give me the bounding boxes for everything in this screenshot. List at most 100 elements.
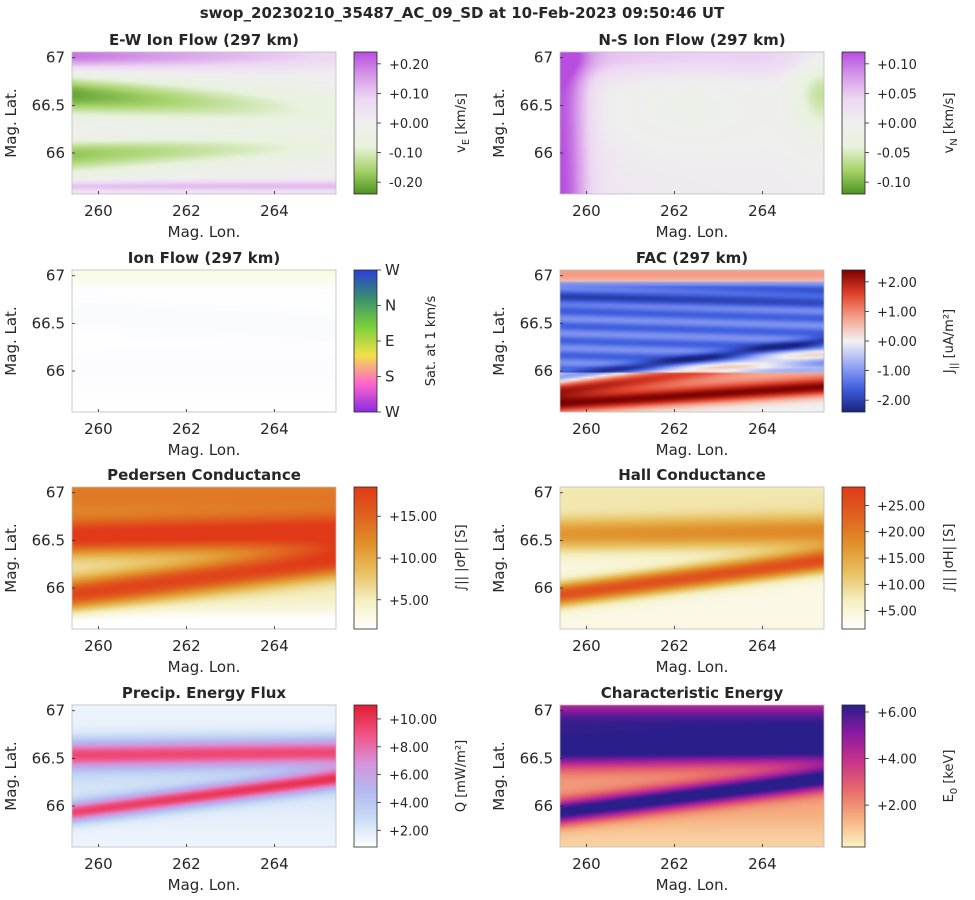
x-tick-label: 260 [84, 637, 113, 655]
x-tick-label: 260 [572, 202, 601, 220]
y-tick-label: 66.5 [32, 531, 65, 549]
colorbar-tick-label: +10.00 [389, 552, 437, 567]
colorbar-label: vN [km/s] [942, 93, 960, 154]
colorbar-tick-label: +0.20 [389, 58, 429, 73]
x-tick-label: 264 [260, 637, 289, 655]
x-axis-label: Mag. Lon. [168, 658, 241, 676]
x-tick-label: 262 [660, 637, 689, 655]
colorbar-tick-label: +15.00 [877, 552, 925, 567]
x-tick-label: 262 [172, 420, 201, 438]
colorbar-tick-label: +6.00 [877, 706, 917, 721]
y-tick-label: 66 [46, 797, 65, 815]
colorbar-tick-label: S [385, 368, 395, 386]
axes-frame [71, 486, 337, 630]
y-axis-label: Mag. Lat. [490, 523, 508, 592]
colorbar-tick-label: +6.00 [389, 769, 429, 784]
heatmap-image [72, 270, 336, 412]
colorbar [353, 269, 378, 413]
colorbar-tick-label: E [385, 332, 394, 350]
colorbar [841, 704, 866, 848]
colorbar [841, 269, 866, 413]
y-tick-label: 66.5 [520, 314, 553, 332]
axes-frame [559, 704, 825, 848]
y-axis-label: Mag. Lat. [2, 306, 20, 375]
colorbar-tick-label: -0.10 [877, 176, 911, 191]
colorbar-tick-label: -0.10 [389, 147, 423, 162]
colorbar [353, 51, 378, 195]
colorbar [841, 51, 866, 195]
figure-title: swop_20230210_35487_AC_09_SD at 10-Feb-2… [200, 4, 725, 22]
axes-frame [71, 269, 337, 413]
x-tick-label: 262 [172, 637, 201, 655]
heatmap-image [560, 52, 824, 194]
y-tick-label: 67 [534, 49, 553, 67]
y-tick-label: 66 [46, 579, 65, 597]
colorbar-tick-label: -0.05 [877, 147, 911, 162]
y-axis-label: Mag. Lat. [2, 88, 20, 157]
x-tick-label: 260 [84, 202, 113, 220]
panel-title: N-S Ion Flow (297 km) [598, 31, 785, 49]
colorbar-label: Q [mW/m²] [454, 740, 469, 812]
x-tick-label: 262 [172, 855, 201, 873]
colorbar [353, 704, 378, 848]
colorbar-tick-label: +0.10 [389, 87, 429, 102]
panel-3: Ion Flow (297 km) 260 262 264 67 66.5 66 Mag. L… [2, 249, 439, 459]
x-tick-label: 260 [84, 420, 113, 438]
panel-title: Ion Flow (297 km) [128, 249, 280, 267]
heatmap-image [560, 487, 824, 629]
panel-title: FAC (297 km) [636, 249, 748, 267]
colorbar-tick-label: +0.00 [389, 117, 429, 132]
x-tick-label: 264 [748, 420, 777, 438]
y-tick-label: 66.5 [520, 531, 553, 549]
colorbar-label: ∫|| |σP| [S] [454, 524, 469, 591]
colorbar-tick-label: +1.00 [877, 305, 917, 320]
panel-1: E-W Ion Flow (297 km) 260 262 264 67 66.5 66 Ma… [2, 31, 472, 241]
panel-title: Characteristic Energy [601, 684, 784, 702]
colorbar-tick-label: +5.00 [389, 594, 429, 609]
y-axis-label: Mag. Lat. [2, 741, 20, 810]
x-tick-label: 260 [572, 637, 601, 655]
colorbar-tick-label: +4.00 [389, 796, 429, 811]
colorbar-tick-label: +20.00 [877, 526, 925, 541]
axes-frame [559, 269, 825, 413]
heatmap-image [72, 705, 336, 847]
y-tick-label: 66 [534, 362, 553, 380]
colorbar [841, 486, 866, 630]
colorbar-tick-label: N [385, 297, 396, 315]
y-tick-label: 66.5 [520, 749, 553, 767]
x-axis-label: Mag. Lon. [168, 441, 241, 459]
x-axis-label: Mag. Lon. [656, 658, 729, 676]
heatmap-image [72, 487, 336, 629]
y-tick-label: 67 [46, 267, 65, 285]
heatmap-image [560, 270, 824, 412]
heatmap-image [72, 52, 336, 194]
panel-title: Pedersen Conductance [107, 466, 301, 484]
x-axis-label: Mag. Lon. [656, 441, 729, 459]
y-tick-label: 66 [534, 579, 553, 597]
panel-8: Characteristic Energy 260 262 264 67 66.5 66 Ma… [490, 684, 960, 894]
heatmap-image [560, 705, 824, 847]
y-tick-label: 67 [534, 484, 553, 502]
x-tick-label: 264 [260, 202, 289, 220]
y-tick-label: 67 [46, 484, 65, 502]
x-axis-label: Mag. Lon. [656, 223, 729, 241]
x-tick-label: 264 [260, 855, 289, 873]
colorbar-tick-label: +0.00 [877, 117, 917, 132]
x-tick-label: 264 [748, 855, 777, 873]
y-tick-label: 66 [534, 797, 553, 815]
x-axis-label: Mag. Lon. [656, 876, 729, 894]
colorbar-tick-label: W [385, 403, 400, 421]
colorbar-tick-label: -1.00 [877, 365, 911, 380]
colorbar-label: ∫|| |σH| [S] [942, 524, 957, 593]
colorbar-tick-label: +10.00 [877, 578, 925, 593]
colorbar-tick-label: W [385, 261, 400, 279]
panel-5: Pedersen Conductance 260 262 264 67 66.5 66 Mag… [2, 466, 469, 676]
colorbar-tick-label: +15.00 [389, 510, 437, 525]
y-axis-label: Mag. Lat. [2, 523, 20, 592]
panel-2: N-S Ion Flow (297 km) 260 262 264 67 66.5 66 Ma… [490, 31, 960, 241]
colorbar-tick-label: +0.00 [877, 335, 917, 350]
x-tick-label: 260 [84, 855, 113, 873]
colorbar-tick-label: +10.00 [389, 713, 437, 728]
y-tick-label: 67 [46, 49, 65, 67]
colorbar-tick-label: +0.10 [877, 58, 917, 73]
